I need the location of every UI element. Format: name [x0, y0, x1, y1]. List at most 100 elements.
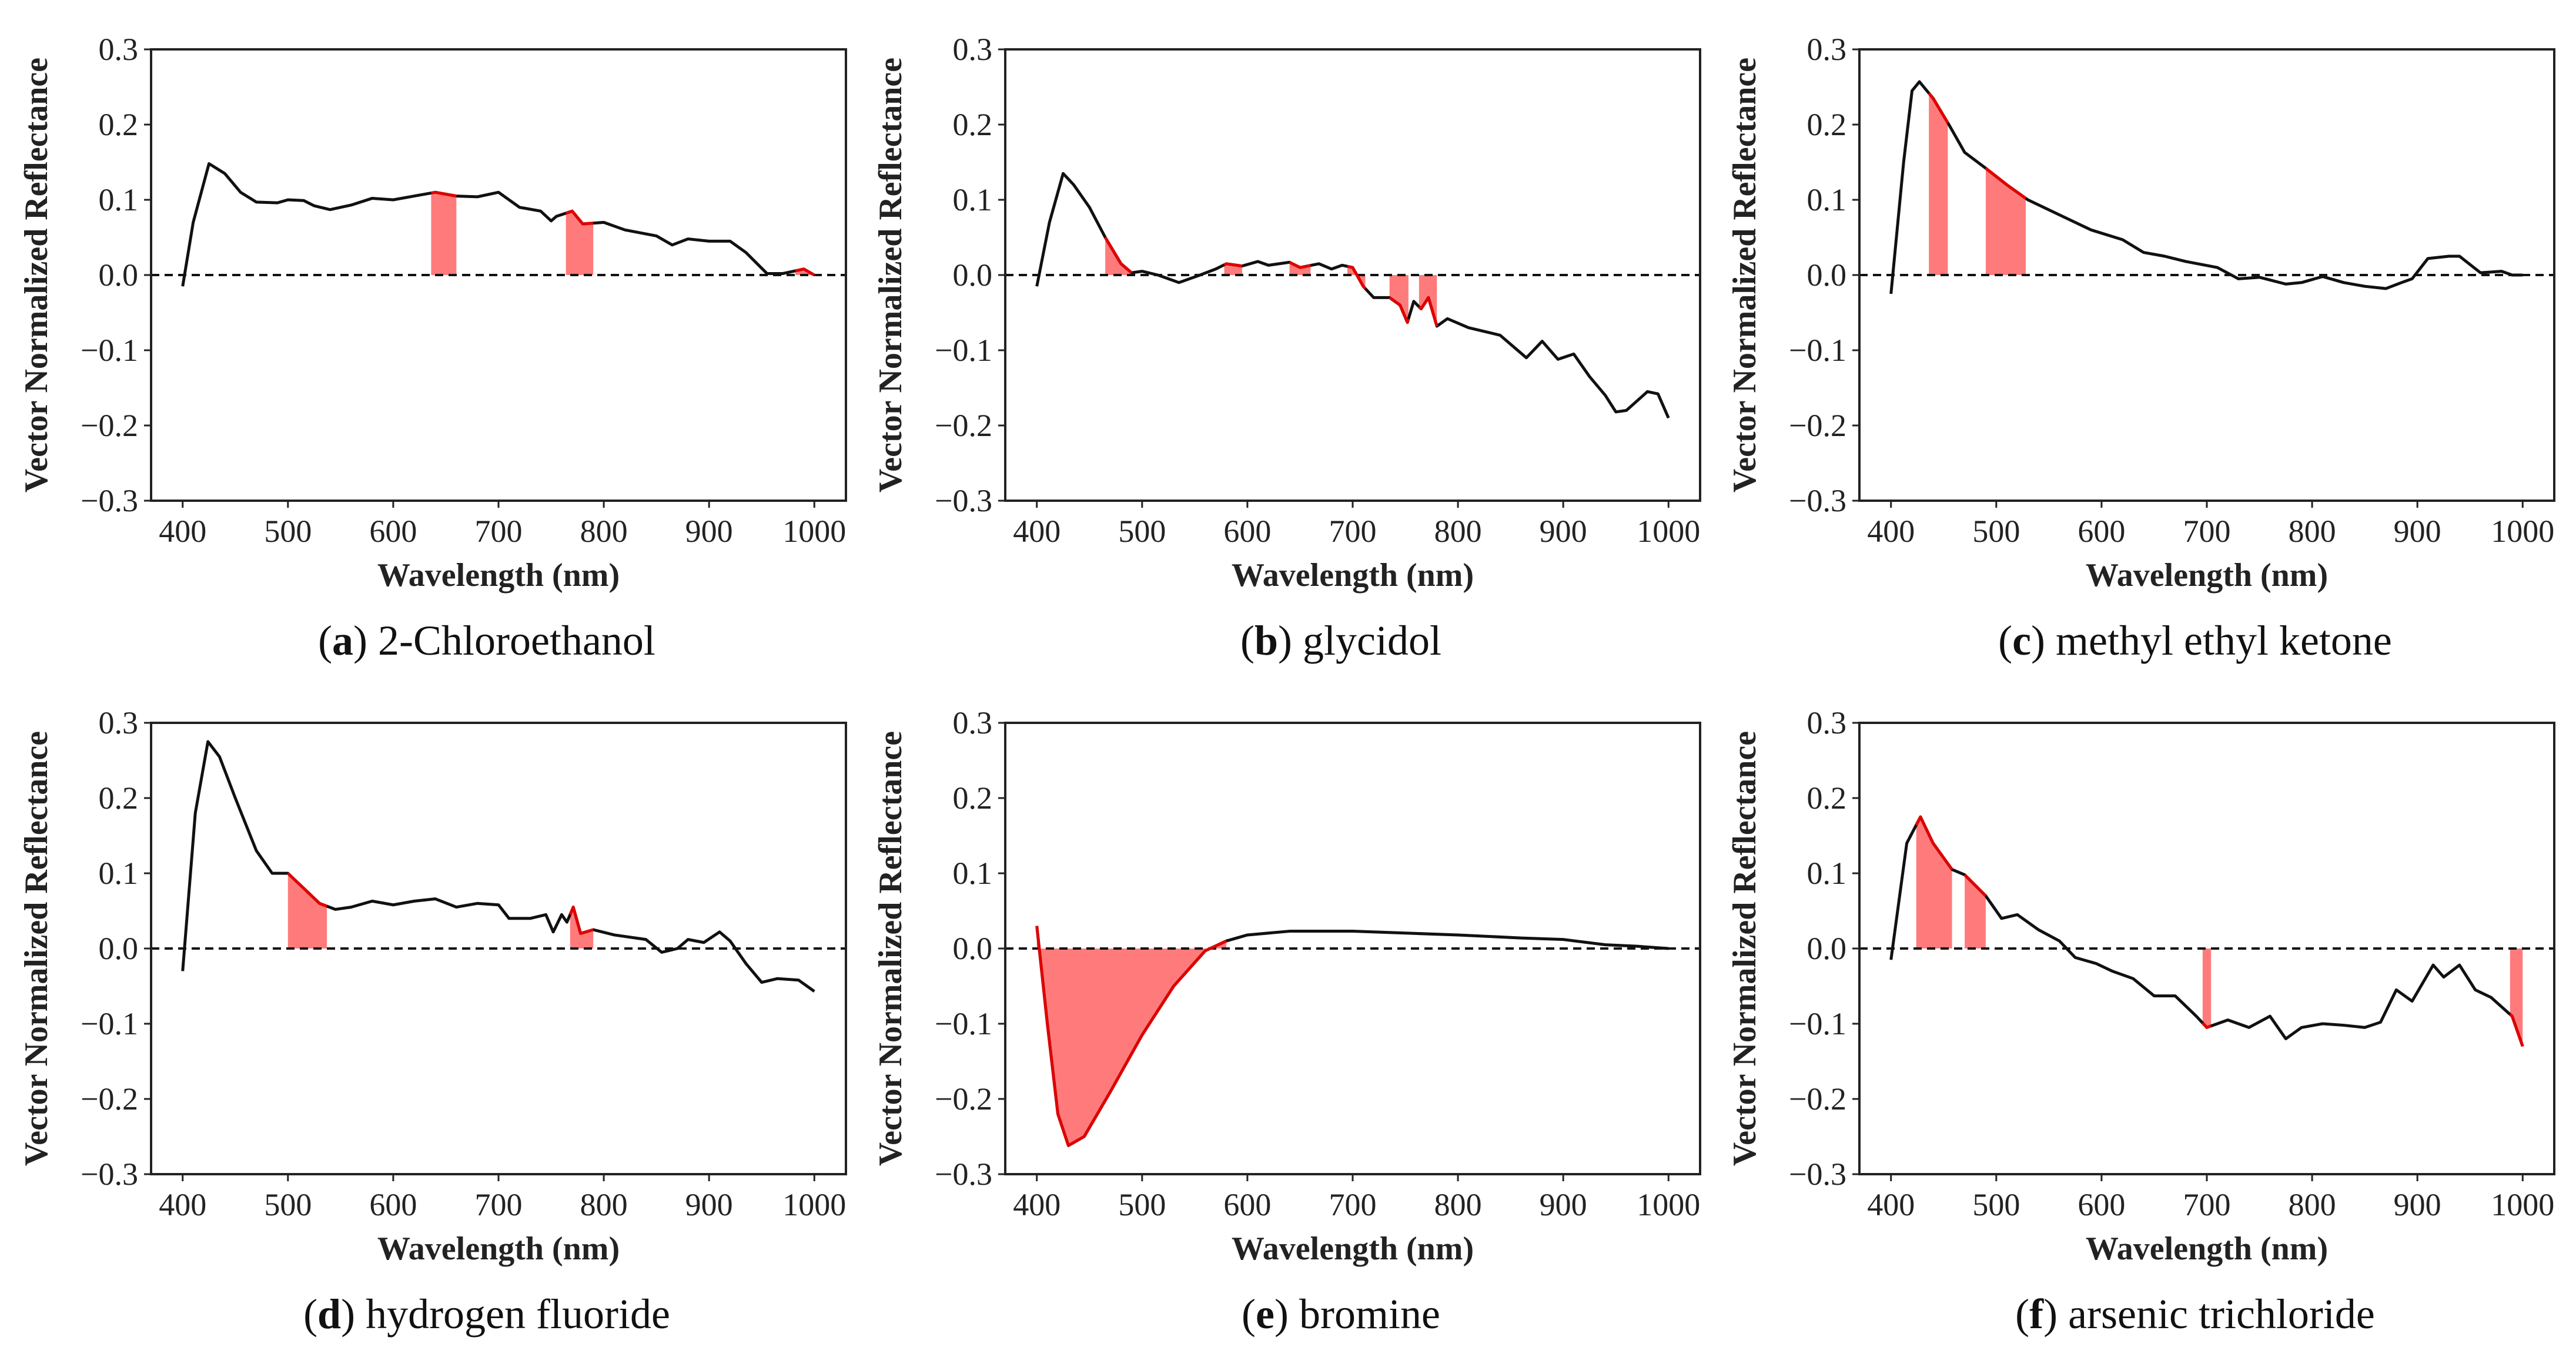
- highlight-region: [1419, 275, 1437, 327]
- caption-title: bromine: [1299, 1291, 1440, 1338]
- x-tick-label: 400: [1013, 514, 1060, 549]
- x-tick-label: 400: [1013, 1187, 1060, 1222]
- x-tick-label: 1000: [1637, 514, 1700, 549]
- chart-panel-c: 0.3 0.2 0.1 0.0 −0.1 −0.2 −0.3 400 500 600 700 800 9…: [1727, 32, 2555, 664]
- highlight-line-segment: [1103, 236, 1133, 274]
- y-tick-label: 0.1: [953, 856, 993, 891]
- x-axis-label: Wavelength (nm): [1232, 557, 1474, 594]
- caption-paren-open: (: [1240, 617, 1254, 664]
- x-axis-label: Wavelength (nm): [1232, 1231, 1474, 1267]
- x-tick-label: 600: [2077, 1187, 2125, 1222]
- plot-frame: [150, 722, 847, 1175]
- caption-title: hydrogen fluoride: [366, 1291, 670, 1338]
- x-tick-label: 900: [685, 514, 733, 549]
- y-axis-label: Vector Normalized Reflectance: [18, 58, 55, 492]
- highlight-region: [1036, 926, 1227, 1146]
- caption-title: glycidol: [1303, 617, 1441, 664]
- spectrum-line: [181, 162, 815, 287]
- highlight-line-segment: [1985, 167, 2027, 200]
- y-tick-label: 0.1: [1807, 856, 1847, 891]
- highlight-line-segment: [1915, 815, 1953, 871]
- x-tick-label: 1000: [782, 1187, 846, 1222]
- y-tick-label: 0.1: [1807, 182, 1847, 217]
- y-tick-label: −0.2: [1789, 408, 1846, 443]
- highlight-region: [1347, 266, 1366, 289]
- x-tick-label: 700: [2183, 1187, 2231, 1222]
- panel-caption: (c) methyl ethyl ketone: [1998, 617, 2392, 664]
- x-tick-label: 1000: [2491, 1187, 2554, 1222]
- x-tick-label: 600: [1223, 1187, 1271, 1222]
- y-tick-label: −0.1: [1789, 1006, 1846, 1041]
- caption-letter: e: [1256, 1291, 1274, 1338]
- highlight-line-segment: [1223, 262, 1243, 268]
- y-tick-label: 0.2: [953, 780, 993, 816]
- y-axis-label: Vector Normalized Reflectance: [872, 731, 909, 1166]
- highlight-region: [1916, 817, 1952, 949]
- highlight-line-segment: [430, 190, 457, 198]
- panel-caption: (f) arsenic trichloride: [2015, 1291, 2375, 1338]
- x-tick-label: 700: [475, 514, 523, 549]
- caption-letter: c: [2012, 617, 2031, 664]
- highlight-line-segment: [2202, 1022, 2212, 1029]
- chart-panel-d: 0.3 0.2 0.1 0.0 −0.1 −0.2 −0.3 400 500 600 700 800 9…: [18, 705, 847, 1338]
- highlight-line-segment: [1347, 264, 1367, 290]
- y-tick-label: 0.0: [99, 931, 139, 966]
- x-tick-label: 600: [369, 514, 417, 549]
- x-tick-label: 700: [1329, 514, 1377, 549]
- y-tick-label: −0.2: [935, 1081, 992, 1117]
- x-tick-label: 700: [1329, 1187, 1377, 1222]
- y-axis-label: Vector Normalized Reflectance: [18, 731, 55, 1166]
- highlight-region: [1105, 237, 1132, 275]
- x-axis-label: Wavelength (nm): [377, 1231, 620, 1267]
- caption-paren-close: ): [341, 1291, 366, 1338]
- y-axis-label: Vector Normalized Reflectance: [1727, 731, 1763, 1166]
- x-tick-label: 900: [2394, 514, 2441, 549]
- highlight-region: [431, 192, 457, 275]
- highlight-line-segment: [568, 906, 594, 935]
- x-tick-label: 800: [2289, 514, 2336, 549]
- x-axis-label: Wavelength (nm): [377, 557, 620, 594]
- x-tick-label: 900: [685, 1187, 733, 1222]
- caption-title: methyl ethyl ketone: [2056, 617, 2392, 664]
- y-tick-label: −0.3: [935, 483, 992, 518]
- y-tick-label: 0.2: [1807, 107, 1847, 142]
- spectrum-line: [181, 740, 815, 993]
- highlight-region: [2202, 949, 2212, 1028]
- x-tick-label: 900: [1540, 1187, 1587, 1222]
- x-tick-label: 500: [264, 1187, 312, 1222]
- caption-paren-open: (: [318, 617, 332, 664]
- y-tick-label: 0.3: [953, 32, 993, 67]
- y-tick-label: 0.1: [99, 856, 139, 891]
- y-tick-label: 0.3: [1807, 705, 1847, 740]
- highlight-region: [1985, 168, 2026, 275]
- caption-letter: b: [1254, 617, 1278, 664]
- panel-caption: (e) bromine: [1242, 1291, 1440, 1338]
- x-tick-label: 500: [1118, 514, 1166, 549]
- y-axis-label: Vector Normalized Reflectance: [872, 58, 909, 492]
- panel-caption: (d) hydrogen fluoride: [303, 1291, 670, 1338]
- y-tick-label: 0.2: [99, 780, 139, 816]
- x-tick-label: 500: [1118, 1187, 1166, 1222]
- panel-caption: (a) 2-Chloroethanol: [318, 617, 655, 664]
- x-tick-label: 600: [2077, 514, 2125, 549]
- caption-paren-close: ): [1274, 1291, 1299, 1338]
- y-tick-label: 0.3: [99, 32, 139, 67]
- y-tick-label: −0.2: [935, 408, 992, 443]
- x-tick-label: 900: [2394, 1187, 2441, 1222]
- y-tick-label: −0.1: [935, 1006, 992, 1041]
- y-tick-label: 0.2: [99, 107, 139, 142]
- chart-panel-e: 0.3 0.2 0.1 0.0 −0.1 −0.2 −0.3 400 500 600 700 800 9…: [872, 705, 1701, 1338]
- x-tick-label: 700: [475, 1187, 523, 1222]
- x-tick-label: 800: [2289, 1187, 2336, 1222]
- y-tick-label: −0.3: [1789, 483, 1846, 518]
- y-axis-label: Vector Normalized Reflectance: [1727, 58, 1763, 492]
- plot-frame: [1858, 48, 2555, 502]
- highlight-line-segment: [287, 872, 327, 908]
- highlight-line-segment: [1928, 92, 1949, 124]
- caption-paren-open: (: [2015, 1291, 2029, 1338]
- highlight-region: [566, 211, 594, 275]
- highlight-line-segment: [1289, 261, 1311, 269]
- y-tick-label: −0.1: [935, 333, 992, 368]
- caption-letter: a: [332, 617, 353, 664]
- y-tick-label: 0.3: [953, 705, 993, 740]
